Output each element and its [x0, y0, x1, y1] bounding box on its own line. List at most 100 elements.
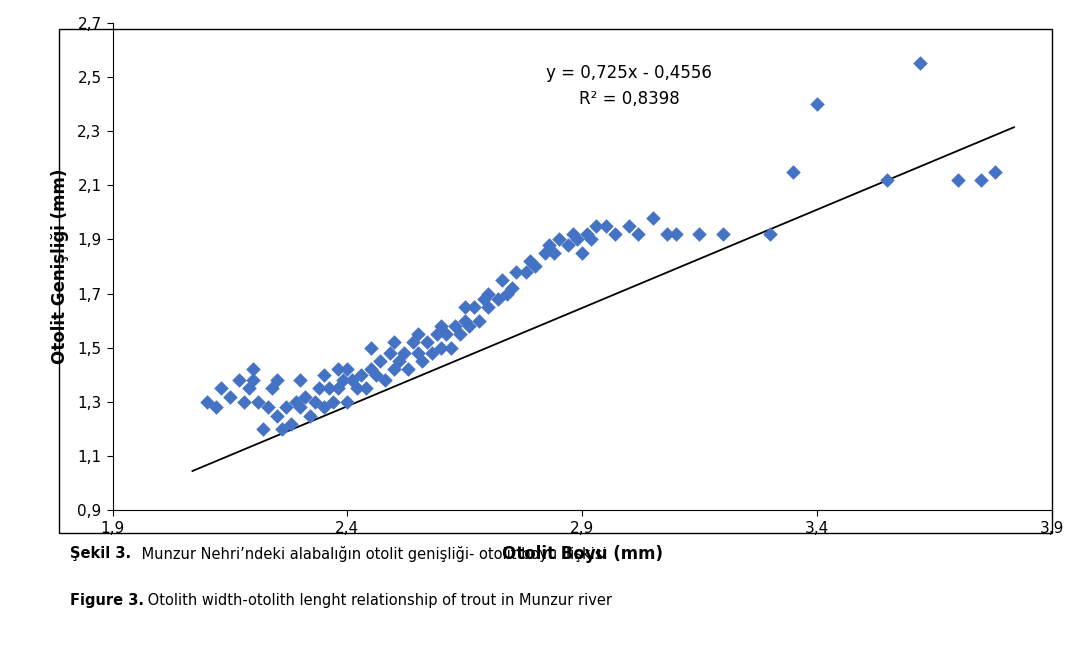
Point — [414, 356, 431, 366]
Point — [236, 397, 253, 407]
Point — [268, 375, 285, 386]
Point — [644, 213, 661, 223]
Point — [353, 370, 370, 380]
Point — [442, 342, 459, 353]
Point — [972, 174, 989, 185]
Text: Otolith width-otolith lenght relationship of trout in Munzur river: Otolith width-otolith lenght relationshi… — [143, 593, 612, 608]
Point — [489, 294, 506, 304]
Point — [691, 229, 708, 239]
Point — [259, 402, 276, 413]
Point — [278, 402, 295, 413]
Point — [310, 383, 327, 393]
Point — [245, 364, 262, 375]
Point — [456, 315, 473, 326]
Point — [569, 234, 586, 245]
Point — [254, 424, 271, 434]
Point — [949, 174, 966, 185]
Point — [550, 234, 568, 245]
Point — [583, 234, 600, 245]
Point — [588, 221, 605, 231]
Point — [240, 383, 258, 393]
Point — [409, 329, 426, 339]
Point — [620, 221, 637, 231]
Point — [541, 240, 558, 250]
Point — [306, 397, 323, 407]
Point — [517, 267, 534, 277]
Point — [432, 342, 450, 353]
Text: Figure 3.: Figure 3. — [70, 593, 144, 608]
Point — [282, 419, 299, 429]
Point — [461, 321, 479, 331]
Point — [325, 397, 342, 407]
Point — [564, 229, 582, 239]
Point — [395, 348, 412, 359]
Point — [494, 275, 511, 285]
Point — [296, 391, 313, 402]
Point — [268, 410, 285, 421]
Point — [527, 262, 544, 272]
Point — [578, 229, 596, 239]
Point — [761, 229, 778, 239]
Point — [606, 229, 623, 239]
Point — [784, 167, 802, 177]
Point — [348, 383, 365, 393]
Point — [432, 321, 450, 331]
Point — [597, 221, 614, 231]
Text: Şekil 3.: Şekil 3. — [70, 546, 131, 561]
Point — [400, 364, 417, 375]
Text: y = 0,725x - 0,4556
R² = 0,8398: y = 0,725x - 0,4556 R² = 0,8398 — [546, 64, 712, 109]
Point — [221, 391, 238, 402]
Point — [466, 302, 483, 312]
Point — [292, 402, 309, 413]
Text: Munzur Nehri’ndeki alabalığın otolit genişliği- otolit boyu ilişkisi: Munzur Nehri’ndeki alabalığın otolit gen… — [137, 546, 607, 562]
Point — [456, 302, 473, 312]
Point — [381, 348, 398, 359]
Point — [357, 383, 374, 393]
Point — [391, 356, 408, 366]
Point — [386, 337, 403, 348]
Point — [329, 383, 347, 393]
Point — [329, 364, 347, 375]
Point — [499, 288, 516, 298]
Point — [386, 364, 403, 375]
Point — [573, 248, 590, 258]
Point — [302, 410, 319, 421]
Point — [545, 248, 562, 258]
X-axis label: Otolit Boyu (mm): Otolit Boyu (mm) — [501, 545, 663, 563]
Point — [715, 229, 732, 239]
Point — [343, 375, 361, 386]
Point — [667, 229, 685, 239]
Point — [808, 99, 825, 109]
Point — [630, 229, 647, 239]
Point — [521, 256, 539, 266]
Point — [363, 364, 380, 375]
Point — [879, 174, 896, 185]
Point — [470, 315, 487, 326]
Point — [418, 337, 436, 348]
Point — [315, 370, 333, 380]
Point — [452, 329, 469, 339]
Point — [446, 321, 464, 331]
Point — [231, 375, 248, 386]
Point — [409, 348, 426, 359]
Point — [292, 375, 309, 386]
Point — [320, 383, 337, 393]
Point — [658, 229, 675, 239]
Point — [264, 383, 281, 393]
Point — [508, 267, 525, 277]
Point — [367, 370, 384, 380]
Y-axis label: Otolit Genişliği (mm): Otolit Genişliği (mm) — [52, 169, 69, 364]
Point — [363, 342, 380, 353]
Point — [250, 397, 267, 407]
Point — [212, 383, 230, 393]
Point — [371, 356, 388, 366]
Point — [535, 248, 554, 258]
Point — [438, 329, 455, 339]
Point — [423, 348, 441, 359]
Point — [334, 375, 351, 386]
Point — [405, 337, 422, 348]
Point — [288, 397, 305, 407]
Point — [475, 294, 493, 304]
Point — [480, 302, 497, 312]
Point — [377, 375, 394, 386]
